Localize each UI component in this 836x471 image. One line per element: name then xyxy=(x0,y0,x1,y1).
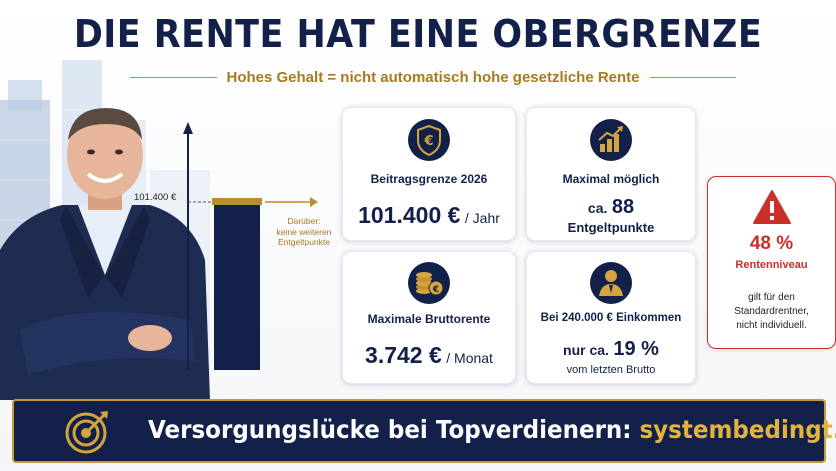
shield-euro-icon: € xyxy=(408,119,450,161)
rentenniveau-percent: 48 % xyxy=(749,233,794,254)
rentenniveau-label: Rentenniveau xyxy=(735,259,808,271)
card-value-number: 19 % xyxy=(613,338,659,360)
page-title: DIE RENTE HAT EINE OBERGRENZE xyxy=(73,12,763,56)
limit-label: 101.400 € xyxy=(134,192,177,203)
svg-text:€: € xyxy=(432,285,439,295)
rentenniveau-note: gilt für den Standardrentner, nicht indi… xyxy=(708,291,835,333)
card-title: Maximale Bruttorente xyxy=(367,312,491,326)
limit-chart: 101.400 € Darüber: keine weiteren Entgel… xyxy=(130,120,340,380)
card-value-prefix: nur ca. xyxy=(563,342,609,358)
subtitle-row: Hohes Gehalt = nicht automatisch hohe ge… xyxy=(130,66,737,88)
cap-marker xyxy=(212,198,262,205)
card-value-unit: Entgeltpunkte xyxy=(567,220,655,235)
card-einkommen: Bei 240.000 € Einkommen nur ca. 19 % vom… xyxy=(526,251,696,384)
bottom-banner: Versorgungslücke bei Topverdienern: syst… xyxy=(12,399,836,463)
limit-note-line: Entgeltpunkte xyxy=(278,237,330,247)
target-icon xyxy=(65,411,108,454)
card-title: Bei 240.000 € Einkommen xyxy=(540,312,682,324)
businessman-illustration xyxy=(0,108,210,400)
limit-chart-graphic xyxy=(183,122,318,370)
note-line: Standardrentner, xyxy=(734,306,809,317)
card-value-unit: vom letzten Brutto xyxy=(566,364,656,376)
banner-text: Versorgungslücke bei Topverdienern: syst… xyxy=(148,415,836,444)
card-value-number: 88 xyxy=(611,196,635,218)
banner-main-text: Versorgungslücke bei Topverdienern: xyxy=(148,415,640,444)
card-maximal: Maximal möglich ca. 88 Entgeltpunkte xyxy=(526,107,696,241)
card-bruttorente: € Maximale Bruttorente 3.742 € / Monat xyxy=(342,251,516,384)
warning-card: 48 % Rentenniveau gilt für den Standardr… xyxy=(707,176,836,349)
card-value: 101.400 € / Jahr xyxy=(343,202,515,229)
growth-chart-icon xyxy=(590,119,632,161)
card-value-unit: / Jahr xyxy=(464,210,500,226)
card-value-number: 3.742 € xyxy=(365,342,442,368)
card-value-unit: / Monat xyxy=(446,350,493,366)
card-value: ca. 88 xyxy=(527,196,695,219)
card-value-number: 101.400 € xyxy=(358,202,461,228)
businessman-icon xyxy=(590,262,632,304)
coins-icon: € xyxy=(408,262,450,304)
subtitle: Hohes Gehalt = nicht automatisch hohe ge… xyxy=(226,68,640,86)
note-line: gilt für den xyxy=(748,292,795,303)
card-title: Beitragsgrenze 2026 xyxy=(370,172,488,186)
card-value: 3.742 € / Monat xyxy=(343,342,515,369)
banner-accent-text: systembedingt. xyxy=(639,415,836,444)
divider-right xyxy=(649,76,737,78)
svg-text:€: € xyxy=(423,134,433,149)
limit-note-line: keine weiteren xyxy=(276,226,332,237)
card-title: Maximal möglich xyxy=(562,172,660,186)
limit-note-line: Darüber: xyxy=(287,216,321,226)
limit-note: Darüber: keine weiteren Entgeltpunkte xyxy=(268,216,340,248)
divider-left xyxy=(130,76,217,78)
capped-bar xyxy=(214,204,260,370)
note-line: nicht individuell. xyxy=(736,320,807,331)
warning-icon xyxy=(753,190,791,224)
card-value-prefix: ca. xyxy=(587,200,608,216)
card-value: nur ca. 19 % xyxy=(527,338,695,361)
card-beitragsgrenze: € Beitragsgrenze 2026 101.400 € / Jahr xyxy=(342,107,516,241)
